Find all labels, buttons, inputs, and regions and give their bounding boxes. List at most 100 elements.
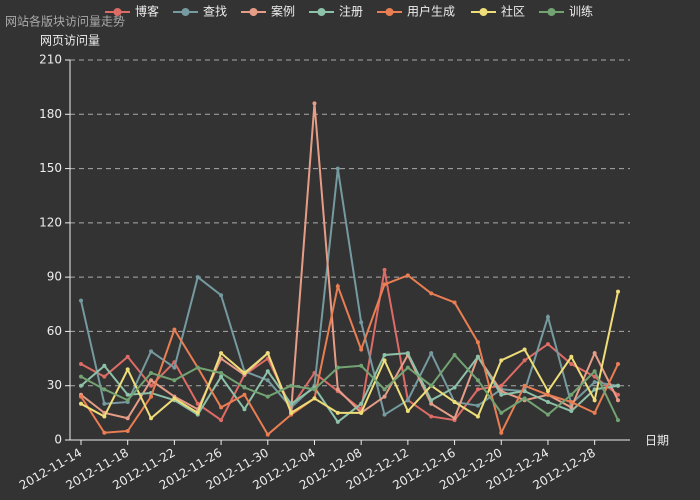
data-point: [265, 394, 270, 399]
data-point: [149, 349, 154, 354]
data-point: [522, 389, 527, 394]
data-point: [102, 401, 107, 406]
data-point: [79, 401, 83, 406]
data-point: [452, 300, 457, 305]
legend-marker: [113, 8, 122, 16]
data-point: [335, 387, 340, 392]
data-point: [382, 387, 387, 392]
data-point: [499, 410, 504, 415]
data-point: [452, 416, 457, 421]
legend-marker: [317, 8, 326, 16]
data-point: [312, 396, 317, 401]
data-point: [125, 428, 130, 433]
data-point: [592, 410, 597, 415]
data-point: [592, 380, 597, 385]
y-tick-label: 30: [47, 378, 62, 392]
series-line: [80, 103, 619, 420]
data-point: [429, 291, 434, 296]
data-point: [569, 354, 574, 359]
legend-item: 案例: [241, 4, 295, 19]
y-tick-label: 120: [39, 215, 62, 229]
series-line: [80, 291, 619, 420]
data-point: [545, 400, 550, 404]
data-point: [616, 398, 620, 403]
data-point: [475, 340, 480, 345]
series-line: [80, 274, 619, 437]
data-point: [429, 414, 434, 419]
data-point: [79, 362, 83, 366]
data-point: [195, 410, 200, 415]
data-point: [335, 284, 340, 289]
legend-label: 查找: [203, 5, 227, 19]
data-point: [475, 414, 480, 419]
data-point: [265, 432, 270, 437]
data-point: [592, 387, 597, 392]
data-point: [102, 363, 107, 368]
data-point: [545, 412, 550, 417]
data-point: [569, 409, 574, 414]
data-point: [219, 293, 224, 298]
legend-marker: [181, 8, 190, 16]
series-line: [80, 353, 619, 421]
data-point: [382, 352, 387, 357]
legend-label: 案例: [271, 4, 295, 19]
chart-title: 网站各版块访问量走势: [5, 14, 125, 29]
data-point: [405, 351, 410, 356]
data-point: [592, 398, 597, 403]
legend-item: 用户生成: [377, 4, 455, 19]
data-point: [149, 416, 154, 421]
legend-label: 博客: [135, 4, 159, 19]
data-point: [429, 401, 434, 406]
data-point: [475, 387, 480, 392]
data-point: [616, 383, 620, 388]
data-point: [195, 275, 200, 280]
data-point: [79, 383, 83, 388]
legend-item: 训练: [539, 4, 593, 19]
data-point: [522, 396, 527, 401]
data-point: [545, 389, 550, 394]
data-point: [289, 401, 294, 406]
data-point: [242, 392, 247, 397]
legend-marker: [385, 8, 394, 16]
data-point: [125, 416, 130, 421]
data-point: [149, 371, 154, 376]
data-point: [242, 407, 247, 412]
legend-item: 社区: [471, 4, 525, 19]
legend-label: 社区: [501, 4, 525, 19]
y-tick-label: 150: [39, 161, 62, 175]
data-point: [382, 358, 387, 363]
data-point: [499, 358, 504, 363]
data-point: [405, 409, 410, 414]
data-point: [475, 378, 480, 383]
y-axis-title: 网页访问量: [40, 34, 100, 48]
data-point: [405, 398, 410, 403]
data-point: [592, 374, 597, 379]
data-point: [149, 383, 154, 388]
data-point: [616, 289, 620, 294]
data-point: [312, 101, 317, 106]
data-point: [429, 351, 434, 356]
data-point: [79, 394, 83, 399]
data-point: [499, 392, 504, 397]
data-point: [429, 383, 434, 388]
legend-item: 查找: [173, 5, 227, 19]
data-point: [545, 314, 550, 319]
data-point: [219, 371, 224, 376]
data-point: [616, 418, 620, 423]
data-point: [125, 354, 130, 359]
data-point: [616, 392, 620, 397]
data-point: [172, 365, 177, 370]
data-point: [312, 387, 317, 392]
legend-marker: [547, 8, 556, 16]
data-point: [475, 403, 480, 408]
data-point: [102, 374, 107, 379]
data-point: [242, 371, 247, 376]
data-point: [359, 410, 364, 415]
data-point: [265, 351, 270, 356]
data-point: [172, 396, 177, 401]
data-point: [102, 387, 107, 392]
data-point: [335, 365, 340, 370]
data-point: [125, 392, 130, 397]
data-point: [102, 414, 107, 419]
